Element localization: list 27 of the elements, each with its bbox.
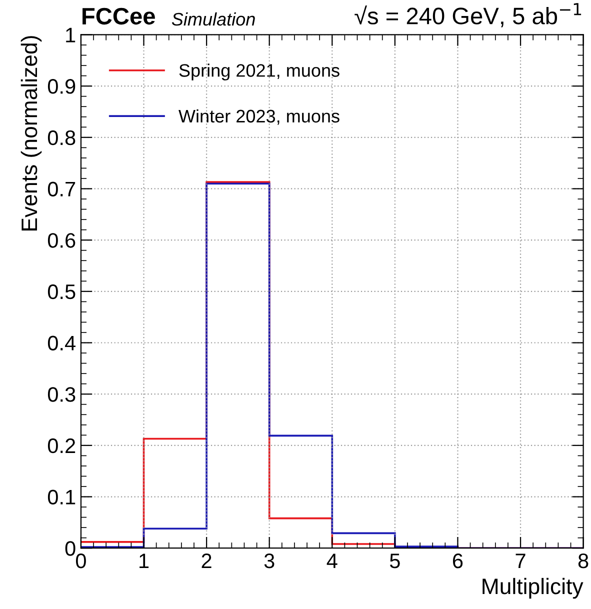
- y-tick-label: 0.3: [48, 387, 76, 402]
- x-tick-label: 3: [264, 554, 274, 568]
- y-tick-label: 0.2: [48, 438, 76, 454]
- y-tick-label: 0.1: [48, 490, 76, 505]
- y-axis-title: Events (normalized): [20, 36, 42, 230]
- legend-label: Spring 2021, muons: [179, 64, 340, 80]
- x-tick-label: 8: [578, 554, 588, 568]
- y-tick-label: 1: [66, 28, 76, 42]
- x-tick-label: 1: [140, 554, 149, 568]
- chart-subtitle: Simulation: [172, 12, 255, 26]
- y-tick-label: 0.9: [48, 79, 76, 94]
- legend-label: Winter 2023, muons: [178, 109, 340, 125]
- chart-title: FCCee: [82, 8, 155, 25]
- y-tick-label: 0.5: [48, 284, 76, 300]
- x-tick-label: 6: [452, 554, 463, 568]
- y-tick-label: 0.4: [48, 336, 76, 350]
- y-tick-label: 0.8: [48, 130, 76, 146]
- x-tick-label: 4: [326, 554, 338, 568]
- y-tick-label: 0.7: [48, 182, 76, 196]
- x-tick-label: 0: [76, 554, 86, 568]
- y-tick-label: 0.6: [48, 233, 76, 248]
- x-axis-title: Multiplicity: [482, 578, 584, 599]
- x-tick-label: 2: [202, 554, 212, 568]
- text: √s = 240 GeV, 5 ab$^{−1}$: [354, 3, 582, 28]
- x-tick-label: 7: [516, 554, 526, 568]
- x-tick-label: 5: [390, 554, 400, 568]
- y-tick-label: 0: [65, 541, 76, 556]
